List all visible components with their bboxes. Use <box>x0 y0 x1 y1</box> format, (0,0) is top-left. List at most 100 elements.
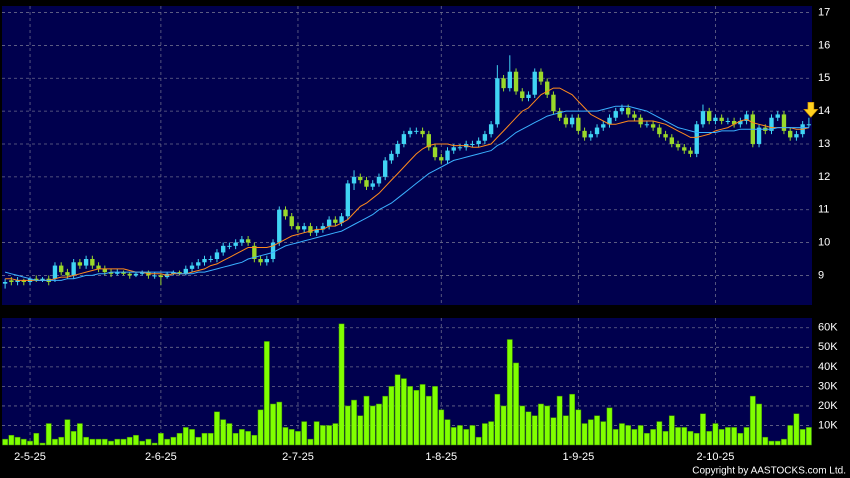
candle-body <box>183 268 188 274</box>
volume-bar <box>151 442 158 446</box>
volume-bar <box>2 438 8 446</box>
volume-bar <box>799 429 806 446</box>
volume-bar <box>226 423 233 446</box>
volume-bar <box>538 403 544 446</box>
volume-bar <box>781 438 787 446</box>
plot: 9 10 11 12 13 14 15 16 17 10K 20K 30K 40K 50K 60K 2-5-2… <box>2 6 838 463</box>
volume-bar <box>263 341 270 446</box>
volume-bar <box>463 429 470 446</box>
volume-bar <box>419 384 426 446</box>
volume-bar <box>432 386 438 446</box>
candle-body <box>775 114 780 118</box>
volume-bar <box>145 438 152 446</box>
y-tick-label: 17 <box>818 6 830 18</box>
volume-bar <box>656 421 663 446</box>
candle-body <box>133 273 139 276</box>
volume-bar <box>700 413 706 446</box>
volume-bar <box>170 436 177 446</box>
volume-bar <box>457 425 463 446</box>
volume-bar <box>313 421 320 446</box>
volume-bar <box>282 427 289 446</box>
candle-body <box>588 134 593 138</box>
candle-body <box>283 209 288 217</box>
volume-bar <box>731 427 737 446</box>
candle-body <box>389 153 394 161</box>
candle-body <box>682 147 687 151</box>
volume-bar <box>756 403 762 446</box>
x-tick-label: 2-5-25 <box>14 451 46 463</box>
candle-body <box>171 272 176 274</box>
candle-body <box>370 183 375 187</box>
candle-body <box>451 147 456 151</box>
volume-bar <box>133 434 139 446</box>
volume-bar <box>444 419 451 446</box>
candle-body <box>513 71 519 92</box>
volume-bar <box>270 403 276 446</box>
volume-bar <box>544 405 551 446</box>
volume-bar <box>413 390 420 446</box>
candle-body <box>470 144 475 145</box>
y-tick-label: 20K <box>818 400 838 412</box>
volume-bar <box>644 433 650 446</box>
volume-bar <box>587 419 594 446</box>
volume-bar <box>195 436 202 446</box>
volume-bar <box>126 436 133 446</box>
x-tick-label: 2-10-25 <box>696 451 734 463</box>
volume-bar <box>450 427 457 446</box>
candle-body <box>407 130 413 135</box>
volume-bar <box>139 440 146 446</box>
volume-bar <box>768 440 775 446</box>
volume-bar <box>95 438 102 446</box>
volume-bar <box>64 419 71 446</box>
volume-bar <box>693 433 700 446</box>
volume-bar <box>438 409 445 446</box>
candle-body <box>401 134 407 144</box>
volume-bar <box>793 413 800 446</box>
volume-bar <box>407 386 413 446</box>
candle-body <box>594 127 600 135</box>
volume-bar <box>101 438 108 446</box>
moving-average-line <box>4 105 809 281</box>
candle-body <box>83 259 89 266</box>
candle-body <box>788 130 793 138</box>
candle-body <box>557 111 562 118</box>
candle-body <box>601 124 606 128</box>
volume-bar <box>214 411 220 446</box>
volume-bar <box>500 405 507 446</box>
volume-bar <box>288 429 295 446</box>
candle-body <box>289 216 294 227</box>
volume-bar <box>563 415 569 446</box>
candle-body <box>563 117 569 125</box>
candle-body <box>650 124 656 128</box>
candle-body <box>277 209 282 243</box>
volume-bar <box>668 415 675 446</box>
candle-body <box>457 147 463 149</box>
candle-body <box>744 114 749 121</box>
x-tick-label: 1-9-25 <box>562 451 594 463</box>
volume-bar <box>27 440 33 446</box>
volume-bar <box>369 405 376 446</box>
volume-bar <box>338 323 345 446</box>
candle-body <box>15 280 20 282</box>
candle-body <box>395 144 400 154</box>
candle-body <box>476 140 481 144</box>
candle-body <box>71 262 76 276</box>
candle-body <box>40 278 45 281</box>
volume-bar <box>295 431 301 446</box>
volume-bar <box>550 417 557 446</box>
volume-bar <box>394 374 401 446</box>
volume-bar <box>749 395 756 446</box>
volume-bar <box>482 423 488 446</box>
volume-bar <box>774 440 781 446</box>
candle-body <box>414 130 419 132</box>
candle-body <box>688 150 693 154</box>
volume-bar <box>14 436 21 446</box>
candle-body <box>713 117 718 121</box>
candle-body <box>781 114 787 131</box>
volume-bar <box>382 395 389 446</box>
volume-bar <box>58 436 65 446</box>
candle-body <box>326 219 332 227</box>
volume-bar <box>232 433 239 446</box>
volume-bar <box>201 433 208 446</box>
volume-bar <box>469 425 476 446</box>
